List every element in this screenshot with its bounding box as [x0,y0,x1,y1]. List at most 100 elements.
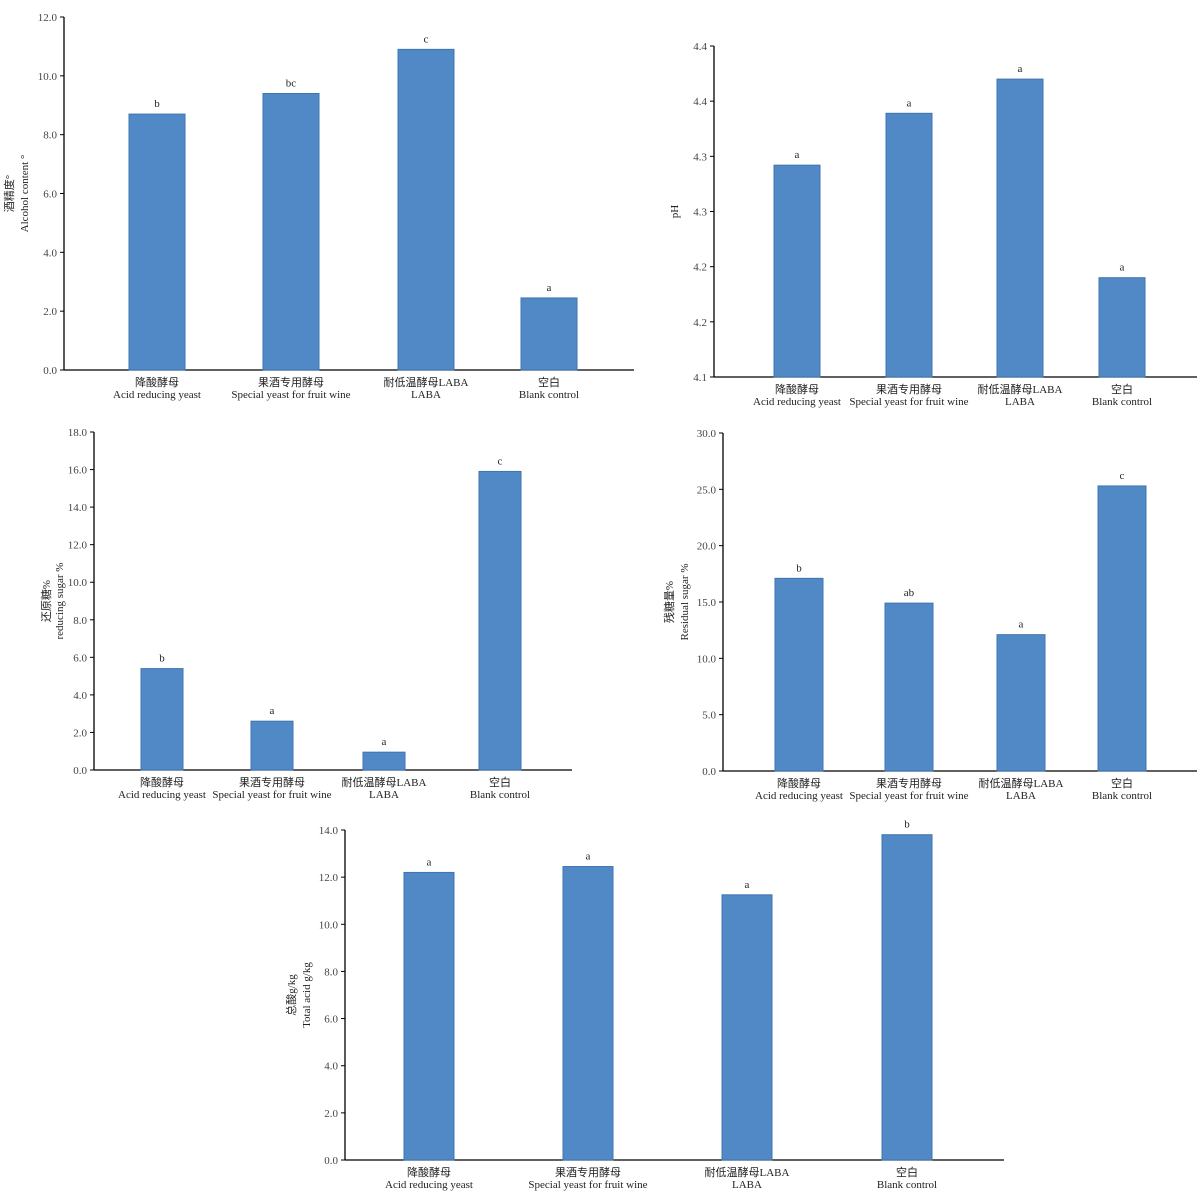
y-tick-label: 4.3 [693,207,707,219]
x-category-label: 果酒专用酵母 [876,776,942,790]
x-category-label: Blank control [1092,396,1152,408]
bar [262,92,320,371]
y-tick-label: 12.0 [68,540,88,552]
x-category-label: Blank control [877,1179,937,1191]
y-tick-label: 4.3 [693,151,707,163]
x-category-label: Blank control [1092,790,1152,802]
significance-label: a [382,736,387,748]
significance-label: b [159,653,165,665]
x-category-label: LABA [1006,790,1036,802]
y-axis-label: 总酸g/kg [284,974,298,1016]
x-category-label: 耐低温酵母LABA [342,776,427,789]
bar [721,894,773,1161]
x-category-label: 空白 [489,775,511,789]
significance-label: a [1120,262,1125,274]
y-tick-label: 12.0 [38,12,58,24]
y-tick-label: 6.0 [43,189,57,201]
x-category-label: LABA [732,1179,762,1191]
x-category-label: Acid reducing yeast [118,789,206,801]
x-category-label: 耐低温酵母LABA [384,376,469,389]
x-category-label: Special yeast for fruit wine [212,789,331,801]
significance-label: ab [904,587,915,599]
y-tick-label: 25.0 [697,484,717,496]
x-category-label: Blank control [519,389,579,401]
significance-label: c [424,33,429,45]
x-category-label: LABA [1005,396,1035,408]
significance-label: a [1018,63,1023,75]
chart-panel-3: 0.0 2.0 4.0 6.0 8.0 10.0 12.0 14.0 16.0 18.0 还原糖% r… [39,427,572,801]
y-tick-label: 2.0 [73,727,87,739]
bar [140,668,184,771]
y-tick-label: 4.4 [693,96,707,108]
x-category-label: Acid reducing yeast [385,1179,473,1191]
bar [520,297,578,371]
x-category-label: 空白 [896,1165,918,1179]
y-axis-label: Residual sugar % [679,564,691,641]
y-tick-label: 20.0 [697,541,717,553]
y-tick-label: 14.0 [68,502,88,514]
bar [996,634,1046,772]
x-category-label: Special yeast for fruit wine [528,1179,647,1191]
y-tick-label: 18.0 [68,427,88,439]
x-category-label: 空白 [1111,382,1133,396]
y-tick-label: 8.0 [43,130,57,142]
y-tick-label: 30.0 [697,428,717,440]
bar [884,602,934,772]
y-tick-label: 2.0 [324,1108,338,1120]
significance-label: a [795,149,800,161]
x-category-label: 空白 [538,375,560,389]
significance-label: a [586,851,591,863]
y-tick-label: 4.4 [693,41,707,53]
x-category-label: 降酸酵母 [140,775,184,789]
y-tick-label: 8.0 [324,966,338,978]
y-tick-label: 4.0 [43,247,57,259]
x-category-label: 耐低温酵母LABA [705,1166,790,1179]
y-tick-label: 4.0 [73,690,87,702]
y-tick-label: 5.0 [702,710,716,722]
x-category-label: 空白 [1111,776,1133,790]
significance-label: bc [286,77,297,89]
y-axis-label: 酒精度° [2,175,16,212]
chart-panel-4: 0.0 5.0 10.0 15.0 20.0 25.0 30.0 残糖量% Residual s… [662,428,1197,802]
x-category-label: Acid reducing yeast [755,790,843,802]
y-tick-label: 12.0 [319,872,339,884]
x-category-label: 降酸酵母 [135,375,179,389]
x-category-label: 降酸酵母 [775,382,819,396]
x-category-label: 果酒专用酵母 [876,382,942,396]
bar [250,720,294,771]
bar [1097,485,1147,772]
x-category-label: Special yeast for fruit wine [849,790,968,802]
bar [128,113,186,371]
bar [1098,277,1146,378]
y-tick-label: 8.0 [73,615,87,627]
y-tick-label: 10.0 [319,919,339,931]
chart-panel-5: 0.0 2.0 4.0 6.0 8.0 10.0 12.0 14.0 总酸g/kg Total a… [284,819,1004,1191]
y-tick-label: 4.2 [693,262,707,274]
bar [774,577,824,772]
y-axis-label: 还原糖% [39,580,53,622]
x-category-label: Acid reducing yeast [113,389,201,401]
y-tick-label: 6.0 [324,1014,338,1026]
significance-label: a [270,705,275,717]
y-tick-label: 10.0 [38,71,58,83]
y-axis-label: 残糖量% [662,581,676,623]
y-tick-label: 15.0 [697,597,717,609]
bar [403,871,455,1161]
y-tick-label: 14.0 [319,825,339,837]
chart-panel-1: 0.0 2.0 4.0 6.0 8.0 10.0 12.0 酒精度° Alcohol conte… [2,12,634,401]
x-category-label: 果酒专用酵母 [555,1165,621,1179]
x-category-label: 果酒专用酵母 [258,375,324,389]
y-tick-label: 6.0 [73,652,87,664]
y-axis-label: Total acid g/kg [301,962,313,1028]
significance-label: c [1120,470,1125,482]
y-tick-label: 4.1 [693,372,707,384]
x-category-label: 耐低温酵母LABA [979,777,1064,790]
bar [885,112,933,378]
bar [362,751,406,771]
significance-label: a [907,97,912,109]
y-tick-label: 2.0 [43,306,57,318]
y-tick-label: 10.0 [697,653,717,665]
significance-label: a [427,856,432,868]
